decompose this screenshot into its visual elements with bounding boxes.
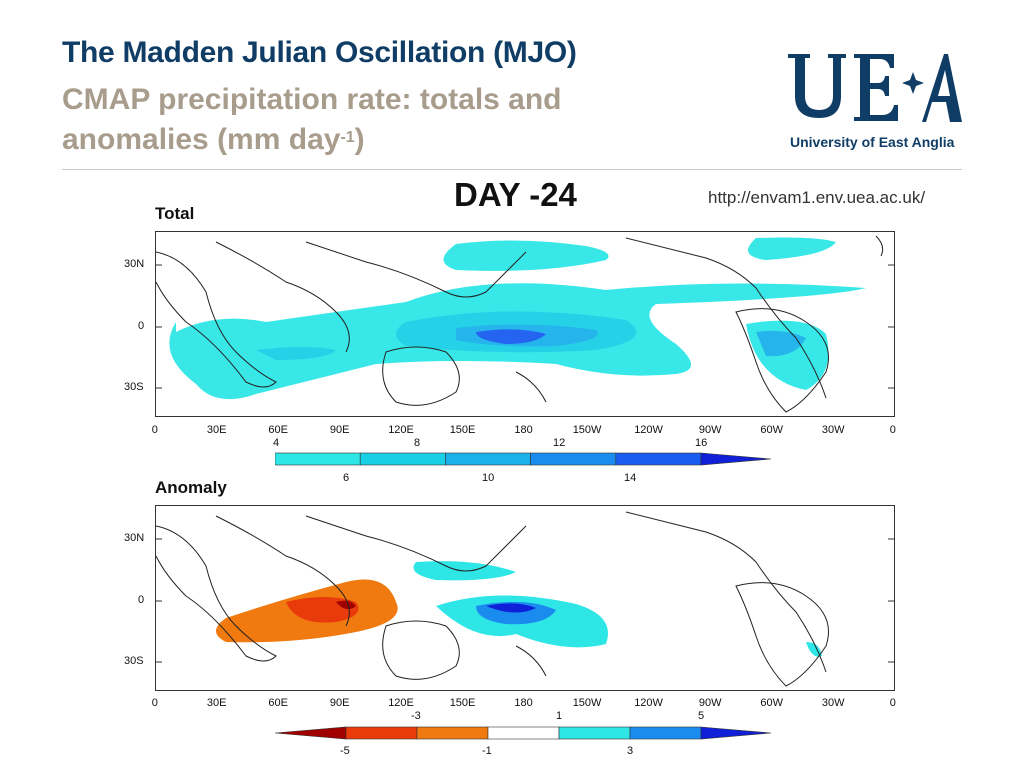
anomaly-lon-label: 30E — [206, 697, 227, 709]
anomaly-lon-label: 120E — [388, 697, 414, 709]
anomaly-lon-label: 60W — [760, 697, 784, 709]
anomaly-map — [155, 505, 895, 691]
header-divider — [62, 169, 962, 170]
total-colorbar — [275, 452, 772, 466]
total-lat-0: 0 — [138, 320, 145, 332]
day-label: DAY -24 — [454, 176, 577, 213]
anomaly-lon-label: 90E — [329, 697, 350, 709]
total-upper-colorbar-label: 8 — [414, 437, 421, 449]
total-lon-label: 90W — [698, 424, 722, 436]
anomaly-colorbar — [275, 726, 772, 740]
subtitle-line1: CMAP precipitation rate: totals and — [62, 83, 562, 116]
anomaly-colorbar-swatch — [275, 726, 347, 740]
total-lon-label: 60W — [760, 424, 784, 436]
total-panel-label: Total — [155, 204, 195, 223]
subtitle-line2: anomalies (mm day — [62, 123, 341, 156]
anomaly-lon-label: 0 — [889, 697, 896, 709]
anomaly-upper-colorbar-label: 1 — [556, 710, 563, 722]
anomaly-upper-colorbar-label: -3 — [411, 710, 421, 722]
anomaly-lower-colorbar-label: -1 — [482, 745, 492, 757]
total-lon-label: 120E — [388, 424, 414, 436]
anomaly-lon-label: 180 — [514, 697, 533, 709]
source-link[interactable]: http://envam1.env.uea.ac.uk/ — [708, 188, 926, 207]
total-lon-label: 180 — [514, 424, 533, 436]
total-lon-label: 0 — [151, 424, 158, 436]
subtitle-superscript: -1 — [340, 129, 355, 146]
anomaly-lon-label: 150W — [572, 697, 602, 709]
anomaly-lon-label: 30W — [821, 697, 845, 709]
anomaly-lat-0: 0 — [138, 594, 145, 606]
total-colorbar-swatch — [530, 452, 617, 466]
total-colorbar-swatch — [359, 452, 446, 466]
anomaly-lon-label: 120W — [634, 697, 663, 709]
anomaly-lat-30s: 30S — [124, 655, 144, 667]
total-upper-colorbar-label: 4 — [273, 437, 280, 449]
total-lon-label: 30E — [206, 424, 227, 436]
anomaly-lon-label: 150E — [449, 697, 476, 709]
anomaly-panel-label: Anomaly — [155, 478, 227, 497]
total-precip-field — [156, 235, 894, 413]
total-colorbar-swatch — [700, 452, 772, 466]
anomaly-lower-colorbar-label: -5 — [340, 745, 350, 757]
total-lower-colorbar-label: 14 — [624, 472, 637, 484]
total-lon-label: 30W — [821, 424, 845, 436]
slide-title: The Madden Julian Oscillation (MJO) — [62, 36, 577, 69]
anomaly-upper-colorbar-label: 5 — [698, 710, 705, 722]
total-lon-label: 120W — [634, 424, 663, 436]
total-colorbar-swatch — [445, 452, 531, 466]
total-colorbar-swatch — [275, 452, 361, 466]
anomaly-colorbar-swatch — [558, 726, 631, 740]
slide-subtitle: CMAP precipitation rate: totals and anom… — [62, 80, 702, 160]
total-lon-label: 0 — [889, 424, 896, 436]
anomaly-lon-label: 0 — [151, 697, 158, 709]
anomaly-colorbar-swatch — [629, 726, 702, 740]
total-upper-colorbar-label: 12 — [553, 437, 566, 449]
uea-logo — [782, 50, 962, 150]
anomaly-lower-colorbar-label: 3 — [627, 745, 634, 757]
total-lon-label: 60E — [268, 424, 288, 436]
anomaly-colorbar-swatch — [345, 726, 418, 740]
total-lower-colorbar-label: 6 — [343, 472, 350, 484]
anomaly-colorbar-swatch — [416, 726, 489, 740]
anomaly-precip-field — [156, 511, 894, 687]
subtitle-end: ) — [354, 123, 365, 156]
total-lon-label: 90E — [329, 424, 350, 436]
total-map — [155, 231, 895, 417]
total-lat-30s: 30S — [124, 381, 144, 393]
anomaly-lat-30n: 30N — [124, 532, 145, 544]
logo-text: University of East Anglia — [790, 134, 955, 150]
anomaly-lon-label: 90W — [698, 697, 722, 709]
anomaly-colorbar-swatch — [700, 726, 772, 740]
total-colorbar-swatch — [615, 452, 702, 466]
anomaly-lon-label: 60E — [268, 697, 288, 709]
total-lon-label: 150W — [572, 424, 602, 436]
total-lat-30n: 30N — [124, 258, 145, 270]
total-upper-colorbar-label: 16 — [695, 437, 708, 449]
total-lower-colorbar-label: 10 — [482, 472, 495, 484]
anomaly-colorbar-swatch — [487, 726, 560, 740]
total-lon-label: 150E — [449, 424, 476, 436]
